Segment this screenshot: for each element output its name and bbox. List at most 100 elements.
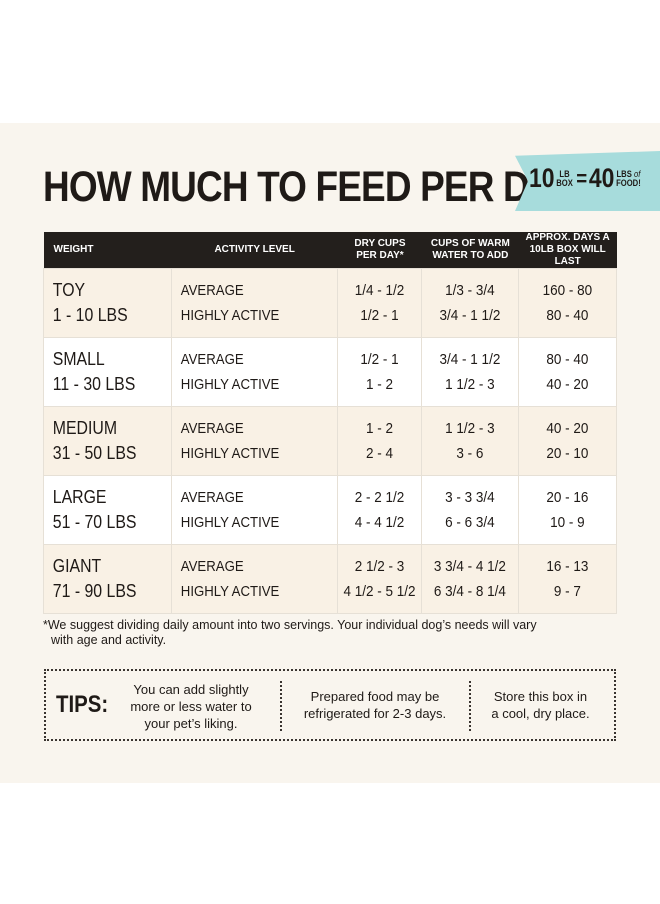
weight-range: 31 - 50 LBS (52, 443, 137, 463)
dry-cups-average: 2 - 2 1/2 (355, 489, 405, 506)
activity-cell: AVERAGE HIGHLY ACTIVE (170, 475, 339, 545)
badge-equals: = (576, 165, 588, 191)
dry-cups-cell: 1 - 2 2 - 4 (337, 406, 423, 476)
header-weight: WEIGHT (43, 232, 172, 269)
water-average: 3 3/4 - 4 1/2 (434, 558, 507, 575)
badge-left-unit-bottom: BOX (556, 177, 573, 188)
water-average: 3/4 - 1 1/2 (439, 351, 501, 368)
water-cell: 3/4 - 1 1/2 1 1/2 - 3 (421, 337, 520, 407)
tip-refrigerate-line1: Prepared food may be (310, 689, 440, 704)
weight-name: MEDIUM (52, 418, 118, 438)
header-dry-cups-line2: PER DAY* (356, 250, 404, 261)
dry-cups-cell: 2 - 2 1/2 4 - 4 1/2 (337, 475, 423, 545)
dry-cups-cell: 1/2 - 1 1 - 2 (337, 337, 423, 407)
tip-storage-line2: a cool, dry place. (491, 706, 590, 721)
water-high: 6 - 6 3/4 (445, 514, 496, 531)
badge-right-number: 40 (588, 163, 615, 193)
badge-right-unit-bottom: FOOD! (616, 177, 641, 188)
badge-content: 10 LB BOX = 40 LBS of FOOD! (529, 163, 642, 194)
days-cell: 160 - 80 80 - 40 (518, 268, 617, 338)
dry-cups-high: 1 - 2 (366, 376, 394, 393)
weight-name: SMALL (52, 349, 105, 369)
feeding-guide-panel: HOW MUCH TO FEED PER DAY 10 LB BOX = 40 … (0, 123, 660, 783)
activity-average: AVERAGE (180, 351, 244, 368)
water-high: 3 - 6 (456, 445, 484, 462)
activity-average: AVERAGE (180, 489, 244, 506)
badge-right-unit: LBS of FOOD! (616, 168, 641, 188)
days-cell: 20 - 16 10 - 9 (518, 475, 617, 545)
footnote-line1: *We suggest dividing daily amount into t… (43, 618, 537, 632)
tips-label: TIPS: (56, 691, 109, 718)
header-days: APPROX. DAYS A 10LB BOX WILL LAST (518, 232, 617, 269)
page-title: HOW MUCH TO FEED PER DAY (43, 163, 576, 211)
dry-cups-high: 4 1/2 - 5 1/2 (343, 583, 416, 600)
dry-cups-average: 1 - 2 (366, 420, 394, 437)
activity-high: HIGHLY ACTIVE (180, 514, 280, 531)
badge-left-number: 10 (529, 163, 555, 193)
activity-cell: AVERAGE HIGHLY ACTIVE (170, 406, 339, 476)
header-days-line2: 10LB BOX WILL LAST (529, 244, 606, 267)
activity-high: HIGHLY ACTIVE (180, 445, 280, 462)
weight-cell: MEDIUM 31 - 50 LBS (43, 406, 172, 476)
activity-high: HIGHLY ACTIVE (180, 583, 280, 600)
tip-storage-line1: Store this box in (493, 689, 588, 704)
badge-right-unit-top: LBS (616, 168, 632, 179)
table-row: LARGE 51 - 70 LBS AVERAGE HIGHLY ACTIVE 2 … (43, 475, 617, 545)
water-cell: 1/3 - 3/4 3/4 - 1 1/2 (421, 268, 520, 338)
activity-high: HIGHLY ACTIVE (180, 376, 280, 393)
dry-cups-high: 1/2 - 1 (360, 307, 400, 324)
weight-range: 51 - 70 LBS (52, 512, 137, 532)
days-average: 40 - 20 (546, 420, 589, 437)
table-row: TOY 1 - 10 LBS AVERAGE HIGHLY ACTIVE 1/4 -… (43, 268, 617, 338)
tip-divider (469, 681, 471, 731)
water-cell: 3 3/4 - 4 1/2 6 3/4 - 8 1/4 (421, 544, 520, 614)
weight-name: TOY (52, 280, 86, 300)
weight-range: 11 - 30 LBS (52, 374, 136, 394)
header-days-line1: APPROX. DAYS A (525, 232, 610, 243)
days-average: 16 - 13 (546, 558, 589, 575)
tip-refrigerate: Prepared food may be refrigerated for 2-… (290, 688, 460, 722)
weight-cell: TOY 1 - 10 LBS (43, 268, 172, 338)
feeding-table: WEIGHT ACTIVITY LEVEL DRY CUPS PER DAY* C… (43, 232, 617, 614)
dry-cups-cell: 1/4 - 1/2 1/2 - 1 (337, 268, 423, 338)
days-high: 10 - 9 (550, 514, 585, 531)
activity-cell: AVERAGE HIGHLY ACTIVE (170, 337, 339, 407)
days-average: 80 - 40 (546, 351, 589, 368)
tip-refrigerate-line2: refrigerated for 2-3 days. (303, 706, 447, 721)
dry-cups-high: 4 - 4 1/2 (355, 514, 405, 531)
header-water-line1: CUPS OF WARM (430, 238, 510, 249)
dry-cups-high: 2 - 4 (366, 445, 394, 462)
activity-cell: AVERAGE HIGHLY ACTIVE (170, 268, 339, 338)
tip-water: You can add slightly more or less water … (116, 681, 266, 732)
dry-cups-average: 1/4 - 1/2 (355, 282, 405, 299)
activity-average: AVERAGE (180, 558, 244, 575)
header-water-line2: WATER TO ADD (432, 250, 509, 261)
days-cell: 40 - 20 20 - 10 (518, 406, 617, 476)
table-row: MEDIUM 31 - 50 LBS AVERAGE HIGHLY ACTIVE 1… (43, 406, 617, 476)
days-high: 9 - 7 (554, 583, 582, 600)
activity-average: AVERAGE (180, 282, 244, 299)
activity-high: HIGHLY ACTIVE (180, 307, 280, 324)
tips-box: TIPS: You can add slightly more or less … (44, 669, 616, 741)
weight-name: GIANT (52, 556, 102, 576)
dry-cups-average: 1/2 - 1 (360, 351, 400, 368)
tip-storage: Store this box in a cool, dry place. (478, 688, 603, 722)
days-cell: 16 - 13 9 - 7 (518, 544, 617, 614)
days-average: 160 - 80 (542, 282, 593, 299)
weight-cell: LARGE 51 - 70 LBS (43, 475, 172, 545)
weight-cell: SMALL 11 - 30 LBS (43, 337, 172, 407)
badge-left-unit-top: LB (559, 168, 570, 179)
tip-water-line1: You can add slightly (133, 682, 249, 697)
water-high: 1 1/2 - 3 (445, 376, 496, 393)
water-high: 3/4 - 1 1/2 (439, 307, 501, 324)
tip-water-line2: more or less water to (130, 699, 252, 714)
tip-water-line3: your pet’s liking. (144, 716, 238, 731)
activity-average: AVERAGE (180, 420, 244, 437)
box-yield-badge: 10 LB BOX = 40 LBS of FOOD! (515, 151, 660, 211)
table-row: SMALL 11 - 30 LBS AVERAGE HIGHLY ACTIVE 1/… (43, 337, 617, 407)
water-average: 1 1/2 - 3 (445, 420, 496, 437)
footnote-line2: with age and activity. (51, 633, 167, 647)
badge-right-unit-of: of (633, 168, 641, 179)
table-header-row: WEIGHT ACTIVITY LEVEL DRY CUPS PER DAY* C… (43, 232, 617, 269)
water-cell: 3 - 3 3/4 6 - 6 3/4 (421, 475, 520, 545)
